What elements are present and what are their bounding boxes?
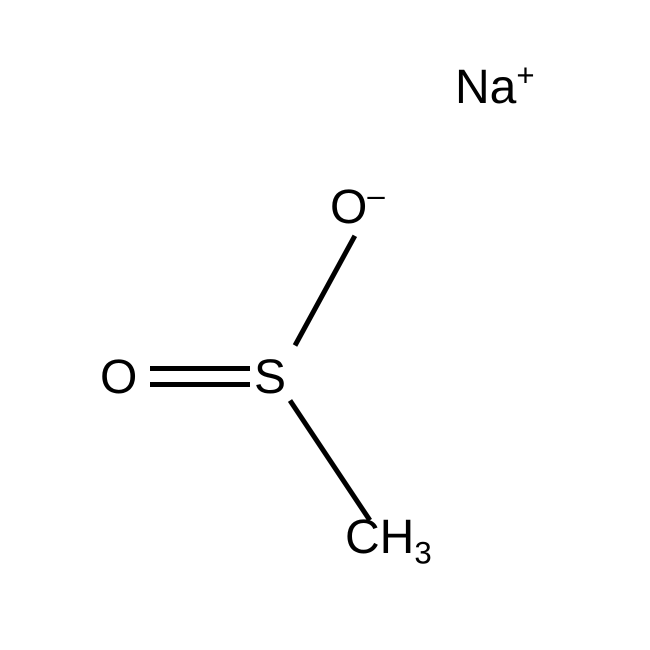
- atom-s: S: [254, 350, 286, 405]
- bond: [150, 366, 250, 371]
- atom-ch3: CH3: [345, 510, 432, 565]
- atom-o-minus: O–: [330, 180, 385, 235]
- bond: [288, 399, 372, 522]
- atom-na-plus: Na+: [455, 60, 535, 115]
- bond: [150, 382, 250, 387]
- bond: [293, 234, 357, 346]
- chemical-structure-diagram: Na+ O– S O CH3: [0, 0, 650, 650]
- atom-o-double: O: [100, 350, 137, 405]
